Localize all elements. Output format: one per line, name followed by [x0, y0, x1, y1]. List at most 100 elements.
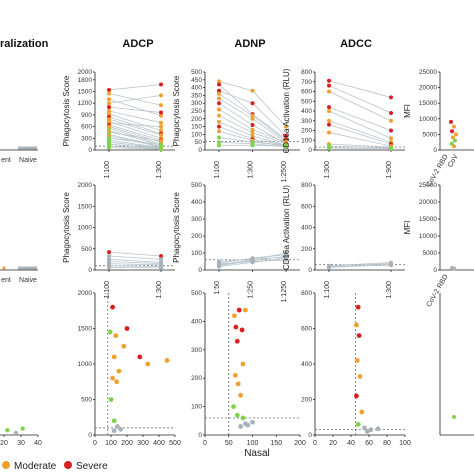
- ytick-adnp-bot-2: 200: [191, 375, 202, 382]
- xtick-adnp-bot-1: 50: [225, 440, 233, 447]
- ytick-adcc-bot-4: 800: [301, 290, 312, 297]
- panel-adnp-top: [203, 71, 300, 152]
- ytick-adnp-top-6: 300: [191, 100, 202, 107]
- point-adnp-top-2-1: [250, 101, 255, 106]
- ytick-adcc-mid-0: 0: [308, 267, 312, 274]
- ytick-adcc-top-1: 100: [301, 137, 312, 144]
- xtick-neut-top-0: ent: [1, 157, 11, 164]
- point-adcp-bot-11: [164, 358, 170, 363]
- point-adcp-top-4-0: [107, 105, 111, 110]
- ytick-adcp-top-12: 1200: [78, 100, 93, 107]
- xtick-adcc-mid-1: 1:300: [386, 281, 393, 299]
- point-adcp-bot-12: [108, 397, 114, 402]
- point-adcc-top-10-1: [389, 146, 393, 151]
- ytick-adcp-top-0: 0: [88, 147, 92, 154]
- ytick-adcc-mid-2: 400: [301, 225, 312, 232]
- series-line-adcp-mid-2: [108, 258, 162, 263]
- point-adcp-top-23-0: [107, 145, 111, 150]
- series-line-adcc-top-7: [328, 132, 392, 147]
- ytick-mfi-top-0: 0: [433, 147, 437, 154]
- ytick-adcc-bot-3: 600: [301, 326, 312, 333]
- series-line-adcc-mid-3: [328, 264, 392, 267]
- series-line-adcp-mid-3: [108, 261, 162, 265]
- point-adnp-top-8-0: [217, 119, 221, 124]
- point-adnp-bot-5: [234, 338, 240, 344]
- xtick-adcp-bot-3: 300: [137, 440, 149, 447]
- ytick-adnp-mid-0: 0: [198, 267, 202, 274]
- point-adnp-mid-5-1: [250, 259, 255, 264]
- point-adnp-bot-16: [238, 424, 244, 429]
- series-line-adcc-top-0: [328, 80, 392, 98]
- xtick-adcc-bot-4: 80: [383, 440, 391, 447]
- xtick-adnp-bot-3: 150: [270, 440, 282, 447]
- ytick-adnp-bot-0: 0: [198, 432, 202, 439]
- series-line-adcp-top-0: [108, 84, 162, 91]
- point-adnp-top-4-1: [250, 116, 255, 121]
- ytick-mfi-top-4: 20000: [419, 85, 437, 92]
- ylabel-adcc-top: CD16a Activation (RLU): [282, 68, 291, 153]
- ytick-adcp-mid-2: 1000: [78, 225, 93, 232]
- point-adnp-top-2-2: [284, 133, 288, 138]
- series-line-adcp-top-6: [108, 113, 162, 131]
- series-line-adcp-top-23: [108, 147, 162, 150]
- ytick-adcp-top-18: 1800: [78, 77, 93, 84]
- point-adcc-bot-4: [357, 374, 363, 379]
- point-adcp-top-23-1: [159, 147, 163, 152]
- ytick-adnp-top-7: 350: [191, 92, 202, 99]
- point-adcp-top-4-1: [159, 110, 163, 115]
- ylabel-adcp-top: Phagocytosis Score: [62, 75, 71, 146]
- point-adnp-bot-9: [238, 392, 244, 398]
- title-neutralization: ralization: [0, 38, 49, 50]
- point-adnp-top-6-1: [250, 127, 255, 132]
- point-adcp-bot-3: [124, 326, 130, 331]
- xtick-adcc-bot-1: 20: [329, 440, 337, 447]
- xtick-adcc-bot-2: 40: [347, 440, 355, 447]
- point-adcc-bot-3: [354, 358, 360, 363]
- series-line-adcc-top-2: [328, 91, 392, 122]
- panel-adcc-bot: [313, 292, 406, 437]
- ytick-adcc-top-7: 700: [301, 79, 312, 86]
- point-adcc-bot-9: [368, 427, 374, 433]
- series-line-adcc-top-4: [328, 110, 392, 139]
- point-adcc-top-2-0: [327, 89, 331, 94]
- ylabel-mfi-mid: MFI: [403, 221, 412, 235]
- point-adcp-bot-0: [110, 304, 115, 310]
- point-adnp-bot-6: [240, 361, 246, 367]
- ytick-adnp-top-2: 100: [191, 131, 202, 138]
- point-mfi-top-7: [452, 144, 456, 149]
- xtick-adcc-bot-5: 100: [399, 440, 411, 447]
- point-neut-bot-2: [20, 426, 25, 431]
- point-adnp-top-7-1: [250, 130, 255, 135]
- point-adcp-bot-6: [111, 354, 117, 360]
- ytick-adcc-mid-3: 600: [301, 203, 312, 210]
- point-adcp-mid-0-0: [107, 250, 111, 255]
- xtick-neut-bot-3: 40: [34, 440, 42, 447]
- point-adcc-top-6-0: [327, 122, 331, 127]
- point-mfi-top-3: [454, 132, 458, 137]
- point-adcc-top-5-0: [327, 118, 331, 123]
- ytick-adnp-mid-2: 200: [191, 233, 202, 240]
- ytick-adcp-mid-4: 2000: [78, 182, 93, 189]
- point-adcp-bot-13: [111, 418, 117, 424]
- ytick-adcp-top-20: 2000: [78, 69, 93, 76]
- ytick-adcp-bot-0: 0: [88, 432, 92, 439]
- panel-mfi-mid: [438, 184, 474, 271]
- point-adcp-mid-1-1: [159, 257, 163, 262]
- point-adcp-top-0-0: [107, 87, 111, 92]
- series-line-adcc-top-1: [328, 85, 392, 114]
- point-neut-bot-3: [13, 430, 19, 436]
- point-adnp-top-1-0: [217, 82, 221, 87]
- ytick-adnp-bot-3: 300: [191, 347, 202, 354]
- panel-adnp-bot: [203, 292, 301, 437]
- panel-mfi-top: [438, 71, 474, 151]
- panel-adcp-mid: [93, 184, 175, 272]
- point-adcc-top-0-0: [327, 78, 331, 83]
- ytick-adnp-top-5: 250: [191, 108, 202, 115]
- xtick-adcp-bot-2: 200: [121, 440, 133, 447]
- point-adcp-bot-15: [118, 426, 123, 432]
- ytick-mfi-mid-0: 0: [433, 267, 437, 274]
- point-adnp-top-12-0: [217, 140, 221, 145]
- series-line-adcc-top-5: [328, 120, 392, 143]
- panel-neut-mid: [0, 266, 38, 271]
- xtick-neut-bot-1: 20: [0, 440, 8, 447]
